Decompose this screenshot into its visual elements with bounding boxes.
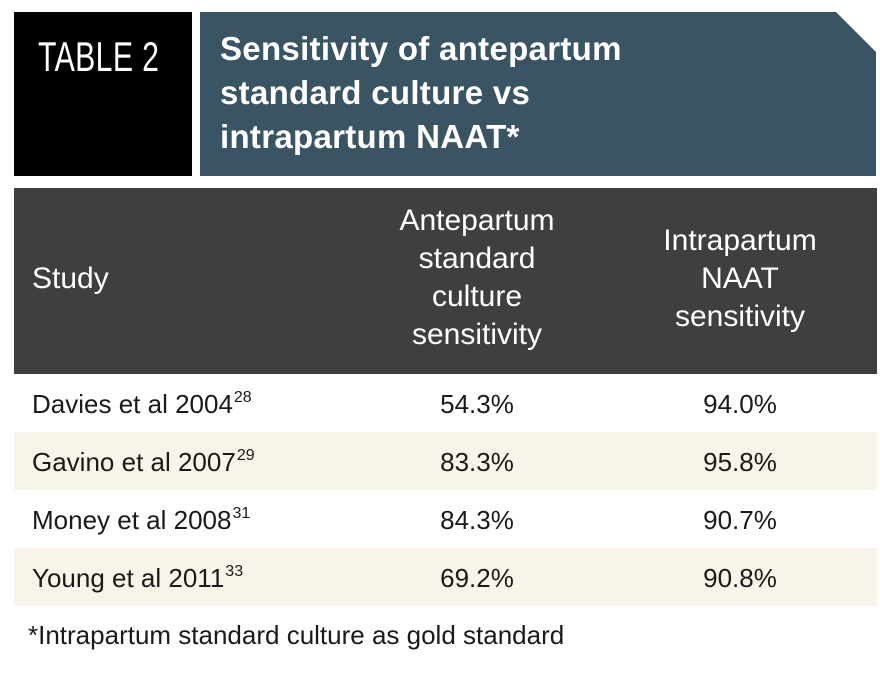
reference-number: 33 [225, 563, 244, 580]
reference-number: 29 [236, 447, 255, 464]
study-cell: Gavino et al 200729 [32, 432, 255, 490]
table-row: Gavino et al 200729 83.3% 95.8% [14, 432, 877, 490]
title-line-2: standard culture vs [220, 74, 531, 111]
reference-number: 28 [233, 389, 252, 406]
antepartum-header-line-4: sensitivity [411, 318, 543, 351]
intrapartum-header-line-2: NAAT [701, 262, 779, 295]
table-title: Sensitivity of antepartum standard cultu… [220, 27, 850, 159]
table-header: Study Antepartum standard culture sensit… [14, 188, 877, 374]
antepartum-header-line-3: culture [431, 280, 523, 313]
study-name: Money et al 2008 [32, 505, 232, 535]
intrapartum-sensitivity: 90.7% [703, 505, 777, 535]
antepartum-sensitivity: 69.2% [440, 563, 514, 593]
footnote: *Intrapartum standard culture as gold st… [28, 620, 565, 650]
study-cell: Davies et al 200428 [32, 374, 252, 432]
column-header-antepartum: Antepartum standard culture sensitivity [354, 202, 600, 354]
table-row: Money et al 200831 84.3% 90.7% [14, 490, 877, 548]
title-line-1: Sensitivity of antepartum [220, 30, 622, 67]
intrapartum-sensitivity: 95.8% [703, 447, 777, 477]
study-name: Davies et al 2004 [32, 389, 233, 419]
title-line-3: intrapartum NAAT* [220, 118, 520, 155]
table-row: Davies et al 200428 54.3% 94.0% [14, 374, 877, 432]
antepartum-header-line-1: Antepartum [399, 204, 555, 237]
table-row: Young et al 201133 69.2% 90.8% [14, 548, 877, 606]
reference-number: 31 [232, 505, 251, 522]
study-name: Gavino et al 2007 [32, 447, 236, 477]
intrapartum-sensitivity: 94.0% [703, 389, 777, 419]
title-banner: Sensitivity of antepartum standard cultu… [200, 12, 876, 176]
intrapartum-header-line-3: sensitivity [674, 300, 806, 333]
study-name: Young et al 2011 [32, 563, 225, 593]
column-header-intrapartum: Intrapartum NAAT sensitivity [620, 222, 860, 336]
study-cell: Young et al 201133 [32, 548, 243, 606]
intrapartum-sensitivity: 90.8% [703, 563, 777, 593]
antepartum-sensitivity: 84.3% [440, 505, 514, 535]
antepartum-sensitivity: 83.3% [440, 447, 514, 477]
table-label: TABLE 2 [38, 33, 160, 80]
intrapartum-header-line-1: Intrapartum [663, 224, 817, 257]
antepartum-sensitivity: 54.3% [440, 389, 514, 419]
column-header-study: Study [32, 262, 109, 295]
table-label-box: TABLE 2 [14, 12, 192, 176]
antepartum-header-line-2: standard [418, 242, 536, 275]
study-cell: Money et al 200831 [32, 490, 250, 548]
